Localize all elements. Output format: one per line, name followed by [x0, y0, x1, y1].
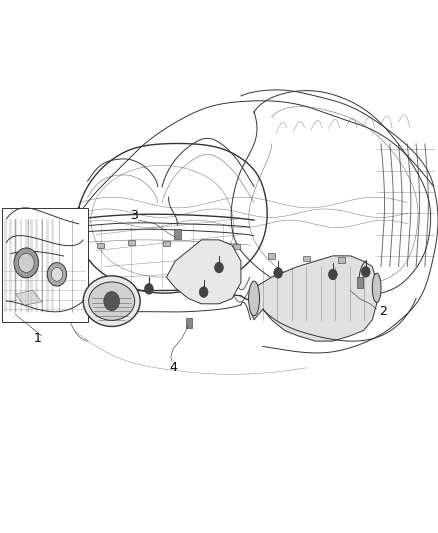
Bar [174, 229, 181, 239]
Circle shape [361, 266, 370, 277]
Polygon shape [14, 219, 17, 312]
Polygon shape [30, 219, 33, 312]
Polygon shape [9, 219, 12, 312]
Text: 1: 1 [33, 332, 41, 345]
Bar [198, 243, 205, 248]
Bar [338, 257, 345, 263]
Ellipse shape [249, 281, 259, 316]
Circle shape [274, 268, 283, 278]
Polygon shape [51, 219, 54, 312]
Circle shape [18, 253, 34, 272]
Bar [163, 241, 170, 246]
Circle shape [47, 263, 67, 286]
Circle shape [145, 284, 153, 294]
Circle shape [199, 287, 208, 297]
Polygon shape [15, 290, 42, 305]
Ellipse shape [88, 282, 135, 320]
Polygon shape [41, 219, 43, 312]
Bar [357, 277, 363, 288]
Bar [303, 256, 310, 261]
Bar [97, 243, 104, 248]
Ellipse shape [83, 276, 140, 326]
Bar [233, 244, 240, 249]
Text: 4: 4 [169, 361, 177, 374]
Ellipse shape [372, 273, 381, 303]
Text: 2: 2 [379, 305, 387, 318]
Circle shape [215, 262, 223, 273]
Circle shape [104, 292, 120, 311]
Circle shape [328, 269, 337, 280]
Circle shape [14, 248, 39, 278]
Polygon shape [20, 219, 22, 312]
Bar [2, 208, 88, 322]
Bar [128, 240, 135, 245]
Polygon shape [35, 219, 38, 312]
Circle shape [51, 268, 63, 281]
Text: 3: 3 [130, 209, 138, 222]
Polygon shape [166, 240, 241, 304]
Polygon shape [250, 256, 377, 341]
Bar [186, 318, 192, 328]
Polygon shape [25, 219, 28, 312]
Polygon shape [4, 219, 7, 312]
Bar [268, 253, 275, 259]
Polygon shape [46, 219, 49, 312]
